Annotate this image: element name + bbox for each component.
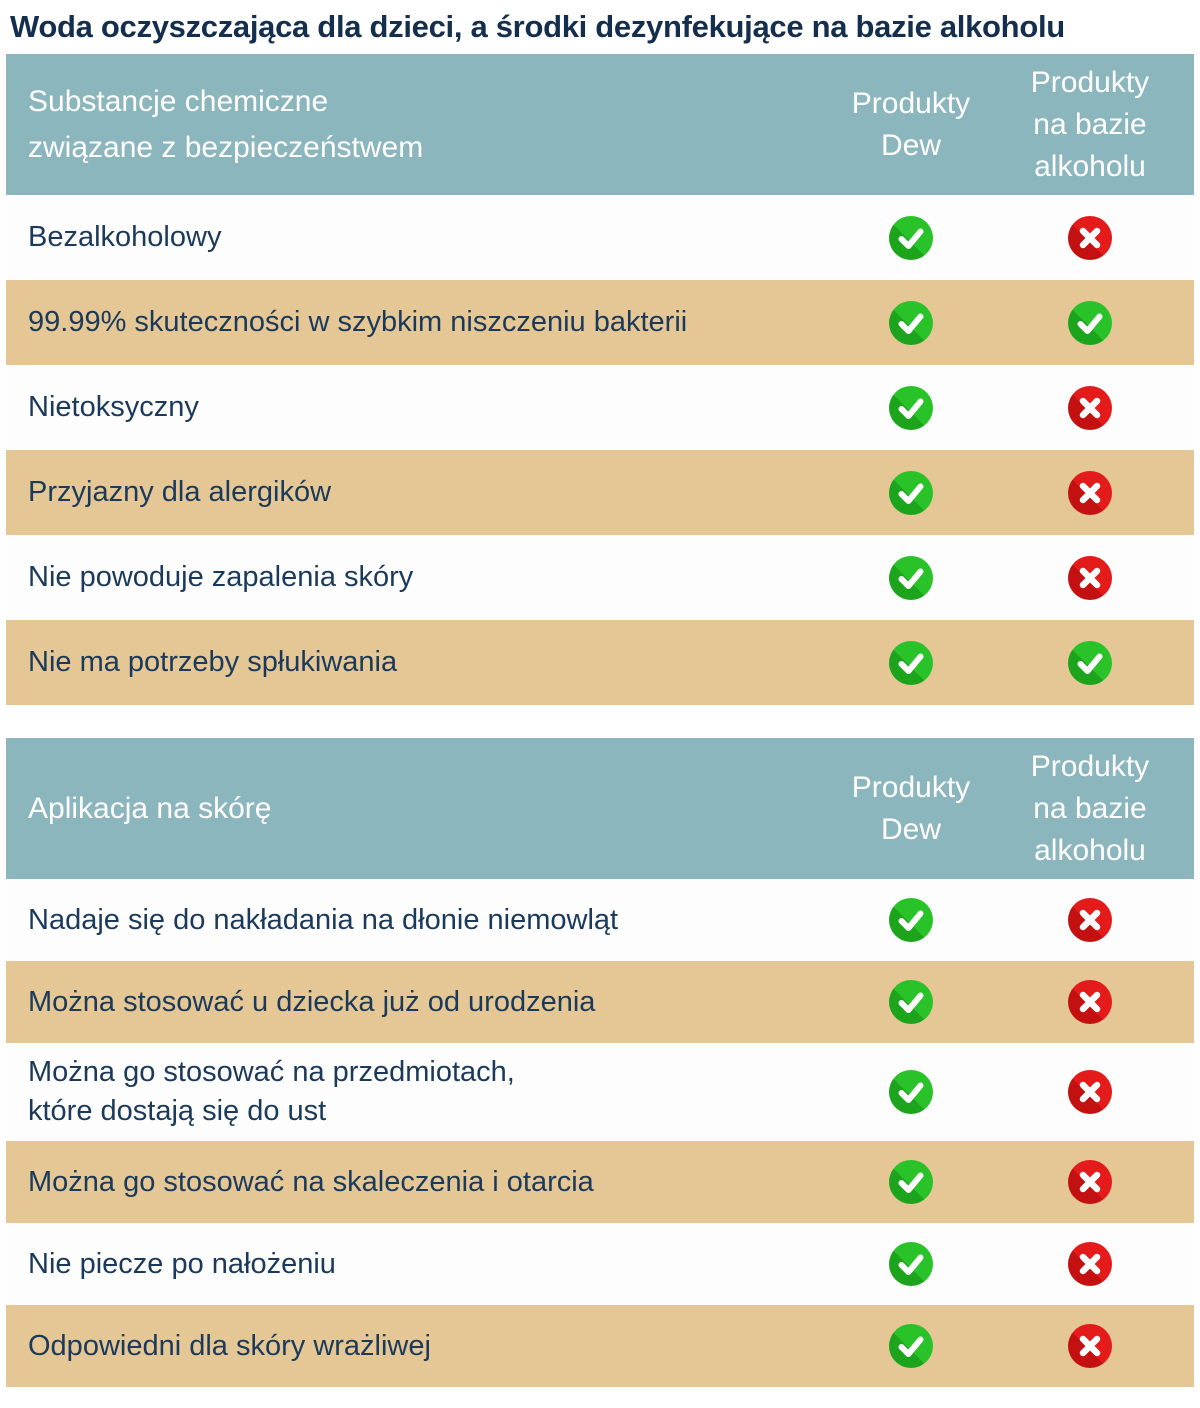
- check-icon: [889, 1242, 933, 1286]
- page-title: Woda oczyszczająca dla dzieci, a środki …: [10, 9, 1065, 44]
- check-cell: [836, 1324, 986, 1368]
- table-row: Nadaje się do nakładania na dłonie niemo…: [6, 879, 1194, 961]
- table-row: 99.99% skuteczności w szybkim niszczeniu…: [6, 280, 1194, 365]
- cross-icon: [1068, 385, 1112, 430]
- column-header-alcohol: Produkty na bazie alkoholu: [1030, 749, 1150, 867]
- table-row: Nie ma potrzeby spłukiwania: [6, 620, 1194, 705]
- check-icon: [889, 1160, 933, 1204]
- row-label: Można stosować u dziecka już od urodzeni…: [28, 985, 596, 1018]
- row-label: Nie piecze po nałożeniu: [28, 1247, 336, 1280]
- cross-icon: [1068, 215, 1112, 260]
- check-cell: [836, 470, 986, 515]
- table-row: Bezalkoholowy: [6, 195, 1194, 280]
- check-icon: [1068, 300, 1112, 345]
- table-row: Można stosować u dziecka już od urodzeni…: [6, 961, 1194, 1043]
- table-header-row: Aplikacja na skórę Produkty Dew Produkty n…: [6, 738, 1194, 879]
- check-cell: [986, 640, 1194, 685]
- cross-cell: [986, 1160, 1194, 1204]
- check-cell: [836, 1070, 986, 1114]
- cross-cell: [986, 470, 1194, 515]
- table-row: Nie piecze po nałożeniu: [6, 1223, 1194, 1305]
- section-header: Aplikacja na skórę: [28, 791, 272, 825]
- table-row: Można go stosować na skaleczenia i otarc…: [6, 1141, 1194, 1223]
- comparison-table: Aplikacja na skórę Produkty Dew Produkty n…: [6, 738, 1194, 1387]
- cross-cell: [986, 1324, 1194, 1368]
- check-icon: [889, 300, 933, 345]
- cross-icon: [1068, 980, 1112, 1024]
- section-gap: [6, 705, 1194, 738]
- cross-icon: [1068, 898, 1112, 942]
- check-cell: [836, 215, 986, 260]
- cross-cell: [986, 898, 1194, 942]
- check-icon: [889, 555, 933, 600]
- row-label: 99.99% skuteczności w szybkim niszczeniu…: [28, 306, 688, 338]
- comparison-tables: Substancje chemiczne związane z bezpiecz…: [6, 54, 1194, 1387]
- table-row: Nietoksyczny: [6, 365, 1194, 450]
- cross-cell: [986, 215, 1194, 260]
- check-cell: [986, 300, 1194, 345]
- comparison-table: Substancje chemiczne związane z bezpiecz…: [6, 54, 1194, 705]
- check-cell: [836, 980, 986, 1024]
- check-icon: [889, 215, 933, 260]
- row-label: Nie powoduje zapalenia skóry: [28, 561, 414, 593]
- check-cell: [836, 898, 986, 942]
- table-row: Można go stosować na przedmiotach, które…: [6, 1043, 1194, 1141]
- row-label: Nadaje się do nakładania na dłonie niemo…: [28, 903, 619, 936]
- check-icon: [1068, 640, 1112, 685]
- cross-icon: [1068, 1070, 1112, 1114]
- check-cell: [836, 300, 986, 345]
- check-cell: [836, 385, 986, 430]
- check-icon: [889, 640, 933, 685]
- table-row: Nie powoduje zapalenia skóry: [6, 535, 1194, 620]
- check-icon: [889, 385, 933, 430]
- row-label: Można go stosować na przedmiotach, które…: [28, 1056, 515, 1127]
- row-label: Nietoksyczny: [28, 391, 199, 423]
- cross-cell: [986, 980, 1194, 1024]
- cross-icon: [1068, 555, 1112, 600]
- column-header-dew: Produkty Dew: [851, 770, 971, 846]
- check-icon: [889, 898, 933, 942]
- cross-icon: [1068, 1160, 1112, 1204]
- check-cell: [836, 1160, 986, 1204]
- table-header-row: Substancje chemiczne związane z bezpiecz…: [6, 54, 1194, 195]
- check-cell: [836, 640, 986, 685]
- check-icon: [889, 1324, 933, 1368]
- table-row: Przyjazny dla alergików: [6, 450, 1194, 535]
- row-label: Bezalkoholowy: [28, 221, 222, 253]
- check-icon: [889, 980, 933, 1024]
- row-label: Można go stosować na skaleczenia i otarc…: [28, 1165, 594, 1198]
- check-cell: [836, 1242, 986, 1286]
- column-header-alcohol: Produkty na bazie alkoholu: [1030, 65, 1150, 183]
- cross-icon: [1068, 1324, 1112, 1368]
- check-cell: [836, 555, 986, 600]
- column-header-dew: Produkty Dew: [851, 86, 971, 162]
- cross-cell: [986, 1070, 1194, 1114]
- row-label: Nie ma potrzeby spłukiwania: [28, 646, 398, 678]
- cross-icon: [1068, 1242, 1112, 1286]
- table-row: Odpowiedni dla skóry wrażliwej: [6, 1305, 1194, 1387]
- cross-icon: [1068, 470, 1112, 515]
- cross-cell: [986, 385, 1194, 430]
- cross-cell: [986, 1242, 1194, 1286]
- cross-cell: [986, 555, 1194, 600]
- row-label: Przyjazny dla alergików: [28, 476, 332, 508]
- check-icon: [889, 470, 933, 515]
- section-header: Substancje chemiczne związane z bezpiecz…: [28, 84, 424, 164]
- check-icon: [889, 1070, 933, 1114]
- row-label: Odpowiedni dla skóry wrażliwej: [28, 1329, 431, 1362]
